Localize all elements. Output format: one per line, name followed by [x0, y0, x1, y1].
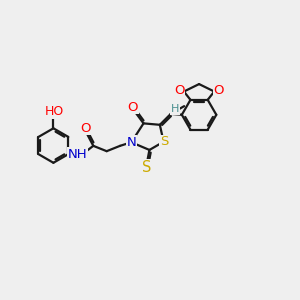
Text: HO: HO — [45, 106, 64, 118]
Text: S: S — [160, 135, 168, 148]
Text: S: S — [142, 160, 151, 175]
Text: O: O — [80, 122, 91, 135]
Text: O: O — [213, 83, 224, 97]
Text: NH: NH — [68, 148, 88, 161]
Text: O: O — [174, 83, 185, 97]
Text: O: O — [128, 100, 138, 113]
Text: H: H — [171, 104, 179, 114]
Text: N: N — [127, 136, 136, 149]
